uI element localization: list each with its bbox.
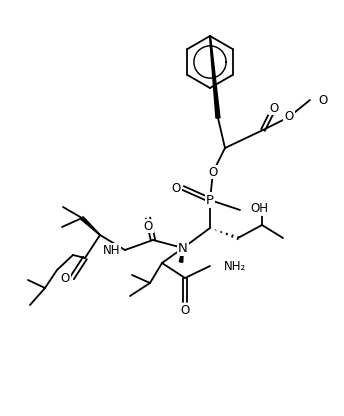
- Text: O: O: [318, 94, 327, 106]
- Text: O: O: [284, 111, 294, 124]
- Text: OH: OH: [250, 203, 268, 215]
- Text: O: O: [269, 102, 279, 114]
- Polygon shape: [209, 36, 220, 118]
- Text: NH: NH: [103, 243, 120, 257]
- Text: O: O: [171, 181, 181, 195]
- Text: NH₂: NH₂: [224, 260, 246, 272]
- Polygon shape: [81, 217, 100, 235]
- Text: O: O: [180, 304, 190, 317]
- Text: P: P: [206, 193, 214, 206]
- Text: O: O: [61, 272, 69, 285]
- Text: O: O: [143, 220, 153, 233]
- Text: N: N: [178, 242, 188, 255]
- Polygon shape: [179, 248, 183, 262]
- Text: O: O: [208, 166, 218, 178]
